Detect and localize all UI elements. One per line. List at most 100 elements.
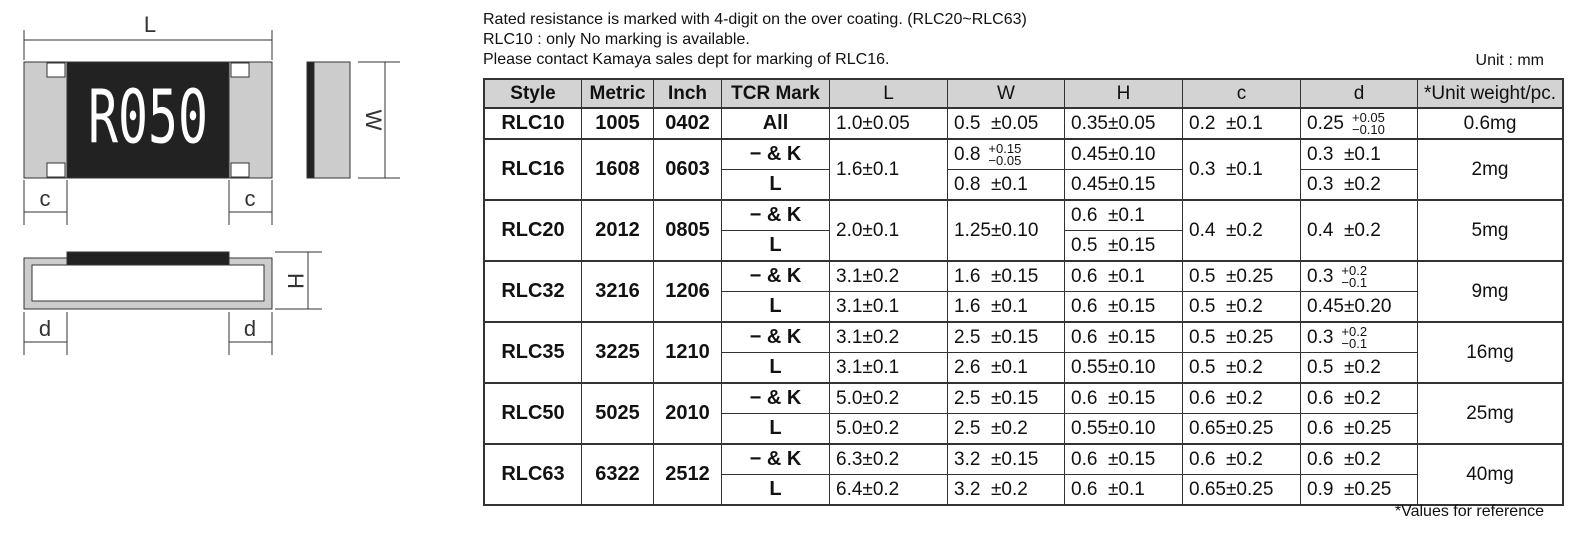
weight-cell: 16mg [1417,321,1564,384]
table-row: RLC32 3216 1206− & K 3.1±0.2 1.6 ±0.15 0.6 ±0… [483,260,1564,323]
header-cell: W [947,78,1065,109]
value-cell: 5.0±0.2 [829,413,948,445]
table-row: L 3.1±0.1 2.6 ±0.1 0.55±0.10 0.5 ±0.2 0.5 ±0.… [484,352,1563,384]
header-cell: TCR Mark [721,78,830,109]
value-cell: 0.6 ±0.15 [1064,382,1183,414]
tolerance: +0.2 −0.1 [1341,323,1368,351]
tolerance: +0.05 −0.10 [1351,109,1385,136]
value-cell: 0.6 ±0.15 [1064,443,1183,475]
style-cell: RLC16 [483,138,582,201]
value-cell: 0.6 ±0.1 [1064,260,1183,292]
tcr-cell: − & K [721,138,830,170]
header-cell: *Unit weight/pc. [1417,78,1564,109]
tolerance-minus: −0.1 [1341,335,1368,351]
value-cell: 0.6 ±0.2 [1300,382,1418,414]
tolerance-minus: −0.05 [988,152,1022,168]
dim-label: d [244,316,256,341]
value-base: 0.3 [1307,265,1334,287]
inch-cell: 1206 [653,260,722,323]
value-cell: 0.45±0.15 [1064,169,1183,201]
table-row: RLC63 6322 2512− & K 6.3±0.2 3.2 ±0.15 0.6 ±0… [483,443,1564,506]
style-cell: RLC32 [483,260,582,323]
note: Please contact Kamaya sales dept for mar… [483,51,890,68]
table-row: L 3.1±0.1 1.6 ±0.1 0.6 ±0.15 0.5 ±0.2 0.45±0.… [484,291,1563,323]
style-cell: RLC63 [483,443,582,506]
table-row: L 0.8 ±0.1 0.45±0.15 0.3 ±0.2 [484,169,1563,201]
value-cell: 6.3±0.2 [829,443,948,475]
dim-label: H [283,273,308,289]
metric-cell: 3225 [581,321,654,384]
footnote: *Values for reference [1394,503,1544,520]
style-cell: RLC35 [483,321,582,384]
value-cell: 0.45±0.10 [1064,138,1183,170]
value-cell: 0.5 ±0.25 [1182,260,1301,292]
style-cell: RLC50 [483,382,582,445]
inch-cell: 0402 [653,107,722,140]
dim-label: W [361,110,386,131]
header-cell: L [829,78,948,109]
style-cell: RLC10 [483,107,582,140]
tcr-cell: − & K [721,382,830,414]
inch-cell: 0805 [653,199,722,262]
tolerance: +0.15 −0.05 [988,142,1022,168]
value-cell: 0.3 ±0.1 [1300,138,1418,170]
value-cell: 0.6 ±0.15 [1064,321,1183,353]
value-cell: 0.6 ±0.25 [1300,413,1418,445]
value-cell: 1.6 ±0.15 [947,260,1065,292]
value-cell: 0.5 ±0.05 [947,107,1065,140]
value-cell: 0.3 +0.2 −0.1 [1300,260,1418,292]
inch-cell: 1210 [653,321,722,384]
header-cell: d [1300,78,1418,109]
tolerance-plus: +0.2 [1341,323,1368,339]
value-base: 0.3 [1307,326,1334,348]
value-base: 0.25 [1307,112,1344,134]
value-cell: 0.25 +0.05 −0.10 [1300,107,1418,140]
value-cell: 2.5 ±0.15 [947,382,1065,414]
value-cell: 0.5 ±0.2 [1300,352,1418,384]
value-cell: 0.8 +0.15 −0.05 [947,138,1065,170]
drawing: R050 L W c c H d d [23,12,400,355]
tolerance-plus: +0.05 [1351,109,1385,125]
value-cell: 0.3 ±0.1 [1182,138,1301,201]
weight-cell: 2mg [1417,138,1564,201]
dim-label: c [245,186,256,211]
value-cell: 0.2 ±0.1 [1182,107,1301,140]
value-cell: 0.6 ±0.2 [1182,443,1301,475]
tcr-cell: L [721,352,830,384]
notes: Rated resistance is marked with 4-digit … [483,10,1027,70]
tolerance-plus: +0.2 [1341,262,1368,278]
value-cell: 3.2 ±0.15 [947,443,1065,475]
inch-cell: 0603 [653,138,722,201]
table-row: RLC16 1608 0603− & K 1.6±0.1 0.8 +0.15 −0.05 0.… [483,138,1564,201]
weight-cell: 25mg [1417,382,1564,445]
tcr-cell: − & K [721,199,830,231]
value-cell: 0.6 ±0.2 [1182,382,1301,414]
table-row: L 6.4±0.2 3.2 ±0.2 0.6 ±0.1 0.65±0.25 0.9 ±0.… [484,474,1563,506]
table-row: RLC20 2012 0805− & K 2.0±0.1 1.25±0.10 0.6 ±0… [483,199,1564,262]
tcr-cell: L [721,474,830,506]
unit: Unit : mm [1475,52,1544,69]
table-row: L 0.5 ±0.15 [484,230,1563,262]
value-cell: 0.9 ±0.25 [1300,474,1418,506]
value-cell: 0.55±0.10 [1064,413,1183,445]
value-cell: 2.6 ±0.1 [947,352,1065,384]
metric-cell: 5025 [581,382,654,445]
value-cell: 2.5 ±0.15 [947,321,1065,353]
value-cell: 0.6 ±0.1 [1064,199,1183,231]
value-cell: 1.6 ±0.1 [947,291,1065,323]
header-cell: c [1182,78,1301,109]
metric-cell: 3216 [581,260,654,323]
value-cell: 2.5 ±0.2 [947,413,1065,445]
value-cell: 3.1±0.1 [829,291,948,323]
value-cell: 0.65±0.25 [1182,474,1301,506]
value-cell: 5.0±0.2 [829,382,948,414]
tcr-cell: L [721,291,830,323]
value-cell: 3.1±0.2 [829,321,948,353]
style-cell: RLC20 [483,199,582,262]
inch-cell: 2010 [653,382,722,445]
metric-cell: 6322 [581,443,654,506]
value-cell: 0.5 ±0.15 [1064,230,1183,262]
value-cell: 0.6 ±0.1 [1064,474,1183,506]
